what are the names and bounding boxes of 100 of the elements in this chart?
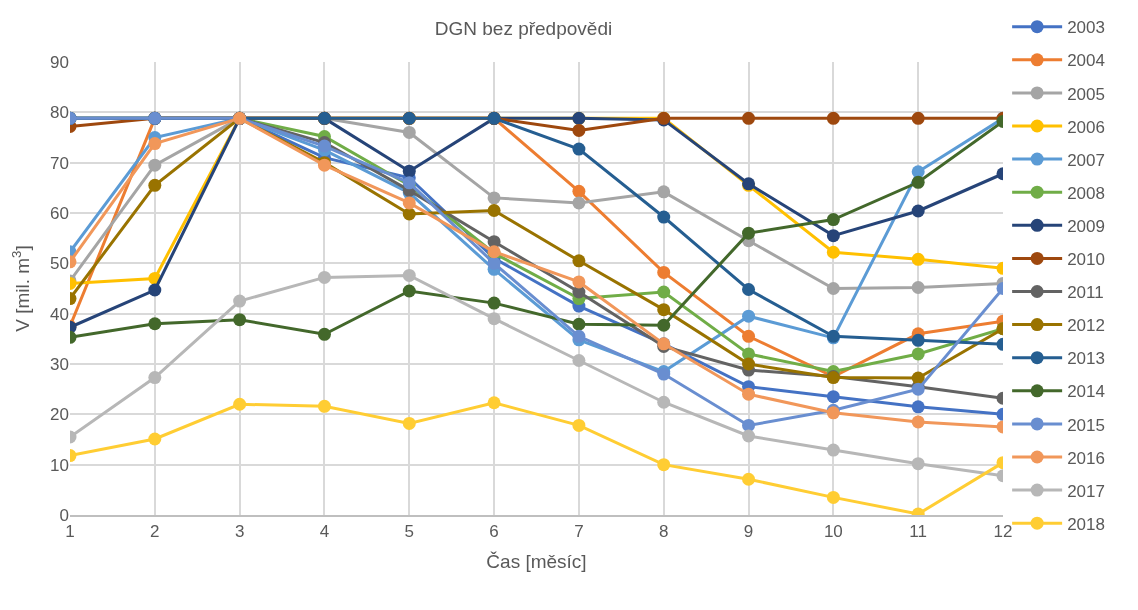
y-tick-label: 80 — [50, 103, 69, 123]
x-tick-label: 7 — [574, 522, 584, 542]
legend-label: 2018 — [1067, 514, 1105, 534]
legend-label: 2012 — [1067, 316, 1105, 336]
point — [826, 443, 840, 457]
point — [148, 317, 162, 331]
x-tick-label: 11 — [909, 522, 928, 542]
point — [657, 303, 671, 317]
point — [826, 245, 840, 259]
legend-label: 2010 — [1067, 250, 1105, 270]
point — [742, 283, 756, 296]
point — [742, 329, 756, 343]
point — [742, 387, 756, 401]
legend-label: 2007 — [1067, 150, 1105, 170]
point — [826, 229, 840, 243]
point — [911, 252, 925, 266]
y-tick-label: 60 — [50, 203, 69, 223]
point — [402, 164, 416, 178]
point — [402, 207, 416, 221]
legend-label: 2013 — [1067, 349, 1105, 369]
x-tick-label: 1 — [65, 522, 75, 542]
legend-label: 2014 — [1067, 382, 1105, 402]
legend-label: 2011 — [1067, 283, 1104, 303]
point — [657, 265, 671, 279]
point — [233, 397, 247, 411]
point — [402, 268, 416, 282]
point — [911, 415, 925, 429]
point — [657, 210, 671, 224]
point — [742, 472, 756, 486]
point — [148, 371, 162, 385]
point — [742, 309, 756, 323]
x-tick-label: 4 — [319, 522, 330, 542]
point — [402, 125, 416, 139]
point — [317, 270, 331, 284]
point — [572, 254, 586, 268]
point — [572, 123, 586, 137]
point — [148, 158, 162, 172]
point — [572, 196, 586, 210]
y-tick-label: 90 — [50, 52, 69, 72]
point — [572, 275, 586, 289]
legend-label: 2003 — [1067, 18, 1105, 38]
legend-label: 2008 — [1067, 183, 1105, 203]
point — [657, 318, 671, 332]
point — [487, 396, 501, 410]
legend-label: 2005 — [1067, 84, 1105, 104]
point — [148, 137, 162, 151]
point — [657, 458, 671, 472]
point — [911, 204, 925, 218]
point — [402, 416, 416, 430]
legend-label: 2015 — [1067, 415, 1105, 435]
point — [317, 399, 331, 413]
y-tick-label: 0 — [59, 505, 69, 525]
point — [742, 226, 756, 240]
point — [402, 284, 416, 298]
point — [826, 213, 840, 227]
point — [911, 333, 925, 347]
point — [487, 203, 501, 217]
x-tick-label: 5 — [404, 522, 414, 542]
point — [911, 175, 925, 189]
point — [233, 294, 247, 308]
y-tick-label: 70 — [50, 153, 69, 173]
x-tick-label: 3 — [234, 522, 245, 542]
y-tick-label: 30 — [50, 354, 69, 374]
legend-label: 2009 — [1067, 216, 1105, 236]
y-tick-label: 50 — [50, 254, 69, 274]
legend-label: 2017 — [1067, 481, 1105, 501]
y-tick-label: 20 — [50, 405, 69, 425]
point — [911, 457, 925, 471]
point — [911, 280, 925, 294]
y-tick-label: 10 — [50, 455, 69, 475]
point — [657, 185, 671, 199]
point — [742, 429, 756, 443]
x-tick-label: 9 — [743, 522, 754, 542]
point — [657, 285, 671, 299]
chart-title: DGN bez předpovědi — [434, 17, 613, 39]
point — [148, 178, 162, 192]
point — [657, 395, 671, 409]
legend-label: 2016 — [1067, 448, 1105, 468]
point — [487, 296, 501, 310]
point — [148, 283, 162, 297]
point — [572, 317, 586, 331]
x-axis-title: Čas [měsíc] — [486, 551, 587, 573]
point — [402, 196, 416, 210]
point — [572, 329, 586, 343]
x-tick-label: 2 — [150, 522, 160, 542]
point — [826, 390, 840, 404]
point — [487, 312, 501, 326]
x-tick-label: 12 — [993, 522, 1013, 542]
point — [826, 490, 840, 504]
y-tick-label: 40 — [50, 304, 69, 324]
point — [742, 357, 756, 371]
x-tick-label: 10 — [823, 522, 843, 542]
point — [148, 432, 162, 446]
point — [572, 353, 586, 367]
point — [572, 184, 586, 198]
point — [572, 142, 586, 156]
point — [911, 111, 925, 125]
point — [911, 347, 925, 361]
x-tick-label: 6 — [489, 522, 499, 542]
point — [742, 111, 756, 125]
